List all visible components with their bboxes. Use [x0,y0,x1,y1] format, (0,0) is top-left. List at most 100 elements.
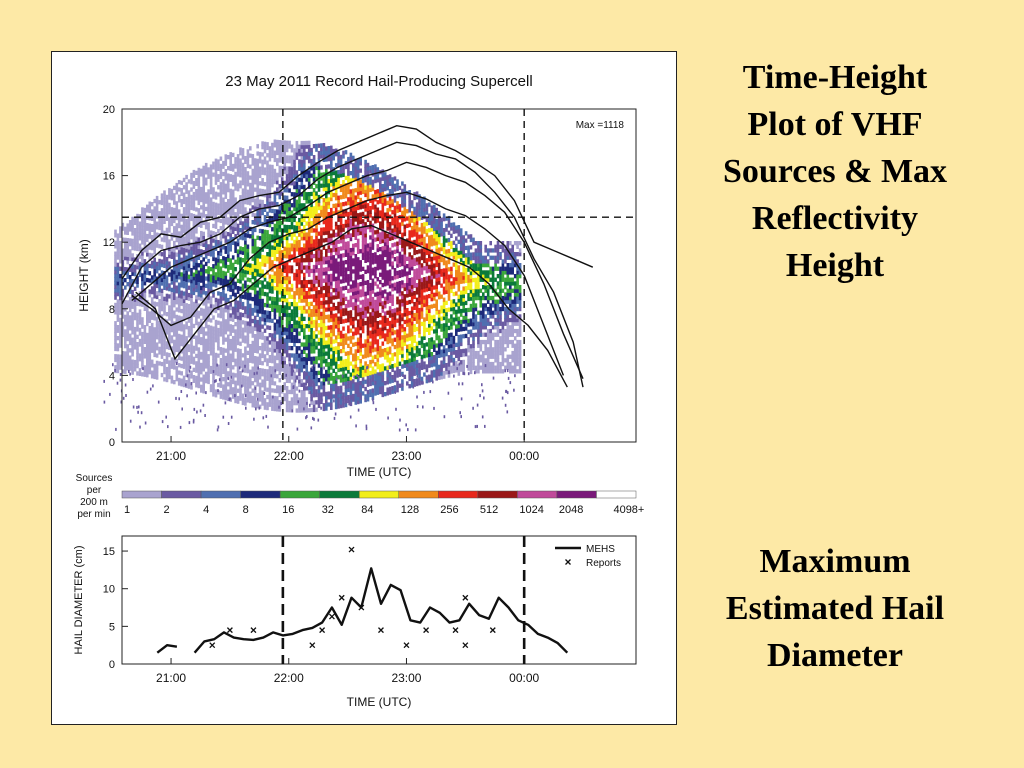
vhf-source-cell [327,362,331,367]
vhf-source-cell [236,187,240,192]
vhf-source-cell [322,216,326,221]
vhf-source-cell [163,263,166,268]
vhf-source-cell [290,254,294,259]
vhf-source-cell [175,296,179,301]
vhf-source-cell [263,149,267,154]
vhf-source-cell [231,167,235,172]
vhf-source-cell [128,326,132,331]
vhf-source-cell [234,340,237,345]
vhf-source-cell [190,323,193,328]
vhf-source-cell [173,218,176,224]
vhf-source-cell [163,311,166,316]
vhf-source-cell [271,227,274,232]
vhf-source-cell [244,350,247,355]
vhf-source-cell [170,276,174,281]
vhf-source-cell [124,369,127,374]
vhf-source-cell [261,152,264,157]
vhf-source-cell [312,221,316,226]
vhf-source-cell [352,331,355,336]
vhf-source-cell [114,269,117,275]
vhf-source-cell [239,228,242,233]
vhf-source-cell [187,212,191,217]
vhf-source-cell [185,369,188,374]
vhf-source-cell [298,357,301,362]
vhf-source-cell [366,206,370,211]
vhf-source-cell [231,379,235,385]
vhf-source-cell [361,314,365,319]
vhf-source-cell [249,314,252,319]
vhf-source-cell [352,393,355,399]
vhf-source-cell [278,359,282,365]
vhf-source-cell [349,398,353,403]
vhf-source-cell [180,356,183,361]
vhf-source-cell [352,258,355,263]
vhf-source-cell [320,289,323,295]
vhf-source-cell [155,364,159,369]
vhf-source-cell [141,280,144,285]
vhf-source-cell [312,188,316,193]
vhf-source-cell [175,285,179,290]
vhf-source-cell [222,208,225,213]
vhf-source-cell [342,308,345,313]
vhf-source-cell [175,259,179,265]
vhf-source-cell [337,345,340,351]
vhf-source-cell [212,278,215,284]
vhf-source-cell [258,250,262,256]
vhf-source-cell [246,200,250,205]
vhf-source-cell [224,172,228,177]
vhf-source-cell [320,212,323,218]
vhf-source-cell [256,360,259,365]
vhf-source-cell [197,285,201,290]
vhf-source-cell [256,210,259,215]
vhf-source-cell [359,179,362,184]
vhf-source-cell [266,145,269,151]
vhf-source-cell [263,343,267,348]
vhf-source-cell [173,299,176,304]
vhf-source-cell [364,236,367,241]
vhf-source-cell [190,202,193,207]
vhf-source-cell [298,404,301,409]
vhf-source-cell [236,205,240,210]
vhf-source-cell [253,187,257,192]
vhf-source-cell [303,280,306,285]
vhf-source-cell [263,310,267,315]
vhf-source-cell [195,218,198,223]
vhf-source-cell [150,341,154,346]
vhf-source-cell [128,289,132,294]
vhf-source-cell [204,214,208,219]
vhf-source-cell [330,306,333,312]
vhf-source-cell [320,271,323,276]
vhf-source-cell [222,333,225,338]
vhf-source-cell [366,177,370,182]
vhf-source-cell [234,175,237,180]
vhf-source-cell [177,315,181,320]
vhf-source-cell [332,262,335,267]
vhf-source-cell [276,388,279,394]
vhf-source-cell [354,261,358,266]
vhf-source-cell [128,340,132,346]
vhf-source-cell [212,271,215,276]
vhf-source-cell [204,302,208,307]
vhf-source-cell [185,207,188,213]
vhf-source-cell [190,213,193,218]
vhf-source-cell [315,165,318,171]
vhf-source-cell [293,375,296,380]
vhf-source-cell [204,309,208,314]
vhf-source-cell [271,179,274,184]
vhf-source-cell [261,229,264,234]
vhf-source-cell [207,288,210,293]
vhf-source-cell [239,206,242,211]
vhf-source-cell [359,359,362,364]
vhf-source-cell [295,188,299,193]
vhf-source-cell [330,310,333,315]
vhf-source-cell [317,341,321,346]
vhf-source-cell [234,226,237,231]
vhf-source-cell [322,176,326,181]
vhf-source-cell [219,207,223,213]
vhf-source-cell [187,238,191,243]
vhf-source-cell [356,268,360,273]
vhf-source-cell [268,373,272,378]
vhf-source-cell [263,145,267,150]
vhf-source-cell [288,228,291,233]
vhf-source-cell [155,206,159,212]
